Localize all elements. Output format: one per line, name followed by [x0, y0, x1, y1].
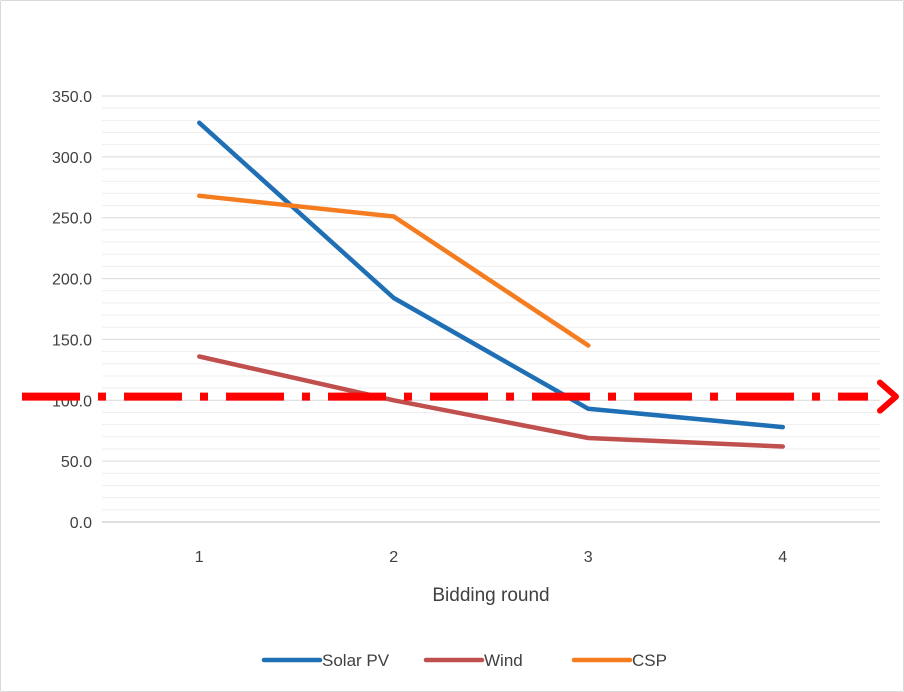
major-gridlines — [102, 95, 880, 523]
y-tick-label: 150.0 — [52, 332, 92, 349]
legend-label: Wind — [484, 651, 523, 670]
legend-item: Solar PV — [261, 651, 390, 670]
y-tick-label: 350.0 — [52, 89, 92, 106]
series-lines — [197, 120, 786, 449]
x-tick-label: 3 — [584, 549, 593, 566]
y-tick-label: 250.0 — [52, 211, 92, 228]
series-line-solar-pv — [197, 120, 786, 430]
legend-item: Wind — [423, 651, 523, 670]
series-line-wind — [197, 354, 786, 449]
y-tick-label: 50.0 — [61, 454, 92, 471]
series-line-csp — [197, 193, 591, 348]
x-tick-label: 1 — [195, 549, 204, 566]
legend-label: CSP — [632, 651, 667, 670]
reference-arrow-icon — [877, 379, 899, 414]
y-tick-label: 200.0 — [52, 272, 92, 289]
y-tick-label: 0.0 — [70, 515, 92, 532]
legend-label: Solar PV — [322, 651, 390, 670]
x-axis-title: Bidding round — [432, 585, 549, 606]
reference-annotation — [22, 379, 899, 414]
minor-gridlines — [102, 107, 880, 511]
x-tick-label: 4 — [778, 549, 787, 566]
x-axis-tick-labels: 1 2 3 4 — [195, 549, 788, 566]
y-tick-label: 300.0 — [52, 150, 92, 167]
x-tick-label: 2 — [389, 549, 398, 566]
legend-item: CSP — [571, 651, 667, 670]
legend: Solar PV Wind CSP — [261, 651, 667, 670]
